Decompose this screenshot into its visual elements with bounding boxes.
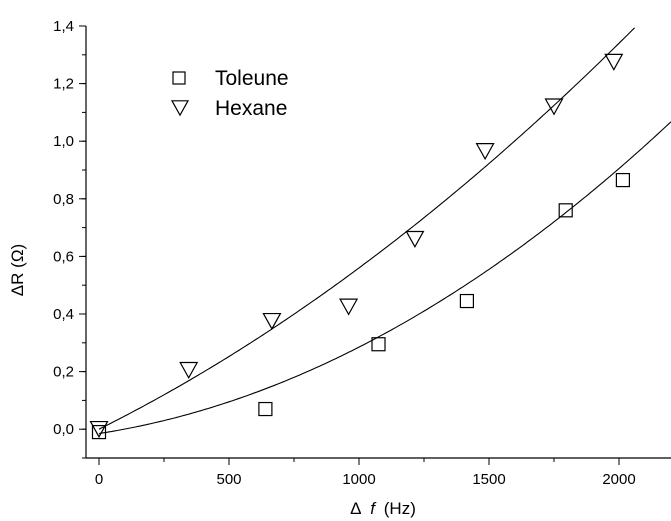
legend-label-hexane: Hexane — [215, 97, 287, 120]
point-hexane — [339, 298, 359, 316]
point-toleune — [91, 424, 107, 440]
plot-frame — [85, 26, 671, 459]
y-tick-label: 0,6 — [53, 248, 74, 265]
y-tick-label: 1,0 — [53, 133, 74, 150]
y-tick-label: 0,8 — [53, 191, 74, 208]
point-hexane — [604, 53, 624, 71]
y-tick-label: 0,4 — [53, 306, 74, 323]
legend-marker-toleune — [172, 71, 186, 85]
tick-marks — [79, 25, 620, 465]
point-toleune — [258, 401, 273, 417]
point-toleune — [371, 337, 386, 352]
point-hexane — [544, 98, 564, 116]
y-tick-label: 0,2 — [53, 364, 74, 381]
fit-lines — [98, 27, 671, 435]
legend-marker-hexane — [170, 100, 190, 117]
x-tick-label: 2000 — [602, 471, 635, 488]
x-axis-label-unit: (Hz) — [384, 499, 416, 518]
point-hexane — [405, 230, 425, 249]
fit-curve-toleune — [98, 121, 671, 435]
point-hexane — [89, 420, 109, 439]
point-hexane — [179, 361, 199, 380]
point-hexane — [262, 312, 282, 331]
x-axis-label-var: f — [370, 499, 377, 518]
data-markers — [89, 53, 631, 440]
point-toleune — [459, 293, 474, 309]
point-toleune — [558, 203, 573, 218]
y-tick-label: 1,4 — [53, 18, 74, 35]
fit-curve-hexane — [98, 27, 635, 430]
legend-label-toleune: Toleune — [215, 67, 289, 90]
x-tick-label: 1500 — [472, 471, 505, 488]
x-tick-label: 0 — [95, 471, 103, 488]
x-axis-label-prefix: Δ — [350, 499, 361, 518]
x-axis-label: Δ f (Hz) — [350, 499, 416, 518]
y-tick-label: 0,0 — [53, 421, 74, 438]
x-tick-label: 1000 — [342, 471, 375, 488]
y-tick-label: 1,2 — [53, 76, 74, 93]
x-tick-label: 500 — [216, 471, 241, 488]
tick-labels: 0,0 0,2 0,4 0,6 0,8 1,0 1,2 1,4 0 500 1000 1500 2000 — [53, 18, 636, 488]
point-hexane — [475, 143, 495, 161]
y-axis-label: ΔR (Ω) — [8, 244, 27, 296]
legend: Toleune Hexane — [170, 67, 289, 120]
point-toleune — [615, 172, 631, 188]
